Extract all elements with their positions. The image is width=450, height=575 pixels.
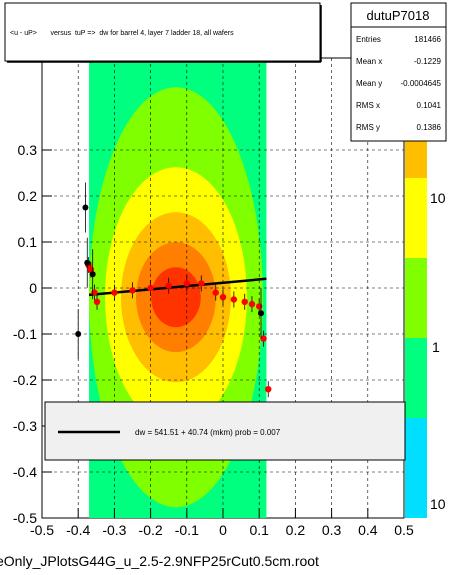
stats-meanx-value: -0.1229 <box>414 57 442 66</box>
x-tick-label: 0.4 <box>358 522 378 538</box>
outlier-point <box>75 331 82 337</box>
outlier-point <box>258 310 265 317</box>
x-tick-label: 0.3 <box>322 522 342 538</box>
profile-point <box>248 300 256 308</box>
stats-name: dutuP7018 <box>367 8 430 23</box>
y-tick-label: -0.3 <box>13 418 37 434</box>
profile-point <box>93 298 101 305</box>
x-tick-label: -0.1 <box>175 522 199 538</box>
stats-rmsx-value: 0.1041 <box>417 101 442 110</box>
outlier-point <box>89 271 96 278</box>
stats-entries-value: 181466 <box>414 35 441 44</box>
y-tick-label: 0 <box>29 280 37 296</box>
y-tick-label: 0.2 <box>18 188 38 204</box>
profile-point <box>230 296 238 303</box>
x-tick-label: 0.2 <box>286 522 306 538</box>
profile-point <box>241 298 248 305</box>
stats-rmsx-label: RMS x <box>356 101 380 110</box>
profile-point <box>129 287 136 294</box>
palette-label-top: 10 <box>430 190 446 206</box>
y-tick-label: -0.4 <box>13 464 37 480</box>
stats-meany-label: Mean y <box>356 79 382 88</box>
chart-title: <u - uP> versus tuP => dw for barrel 4, … <box>10 30 234 37</box>
y-tick-label: 0.3 <box>18 142 38 158</box>
profile-point <box>111 289 118 296</box>
profile-point <box>165 282 172 289</box>
x-axis: -0.5 -0.4 -0.3 -0.2 -0.1 0 0.1 0.2 0.3 0.4 0.5 <box>30 508 414 538</box>
profile-point <box>265 386 272 393</box>
x-tick-label: 0 <box>219 522 227 538</box>
x-tick-label: -0.4 <box>66 522 90 538</box>
profile-point <box>212 289 219 296</box>
x-tick-label: -0.3 <box>102 522 126 538</box>
profile-points <box>75 182 272 398</box>
x-tick-label: -0.5 <box>30 522 54 538</box>
legend-box: dw = 541.51 + 40.74 (mkm) prob = 0.007 <box>44 401 406 461</box>
outlier-point <box>84 259 91 266</box>
stats-meany-value: -0.0004645 <box>401 79 442 88</box>
legend-fit-text: dw = 541.51 + 40.74 (mkm) prob = 0.007 <box>135 428 281 437</box>
stats-rmsy-label: RMS y <box>356 123 380 132</box>
y-tick-label: -0.1 <box>13 326 37 342</box>
footer-filename: eOnly_JPlotsG44G_u_2.5-2.9NFP25rCut0.5cm… <box>0 553 319 569</box>
color-palette: 10 1 10 <box>405 138 446 518</box>
y-tick-label: -0.2 <box>13 372 37 388</box>
stats-box: dutuP7018 Entries 181466 Mean x -0.1229 … <box>350 2 447 142</box>
fit-line <box>88 277 267 297</box>
stats-entries-label: Entries <box>356 35 381 44</box>
profile-point <box>198 280 205 287</box>
stats-rmsy-value: 0.1386 <box>417 123 442 132</box>
profile-point <box>183 280 190 287</box>
outlier-point <box>82 204 89 211</box>
palette-label-mid: 1 <box>432 339 440 355</box>
palette-label-bottom: 10 <box>430 496 446 512</box>
y-tick-label: 0.1 <box>18 234 38 250</box>
profile-point <box>260 335 267 342</box>
y-tick-label: -0.5 <box>13 510 37 526</box>
x-tick-label: 0.5 <box>394 522 414 538</box>
profile-point <box>219 294 227 301</box>
profile-point <box>256 303 263 310</box>
profile-point <box>147 284 154 292</box>
title-box: <u - uP> versus tuP => dw for barrel 4, … <box>4 2 322 63</box>
x-tick-label: -0.2 <box>139 522 163 538</box>
heatmap-level-5 <box>151 267 201 328</box>
x-tick-label: 0.1 <box>249 522 269 538</box>
stats-meanx-label: Mean x <box>356 57 382 66</box>
